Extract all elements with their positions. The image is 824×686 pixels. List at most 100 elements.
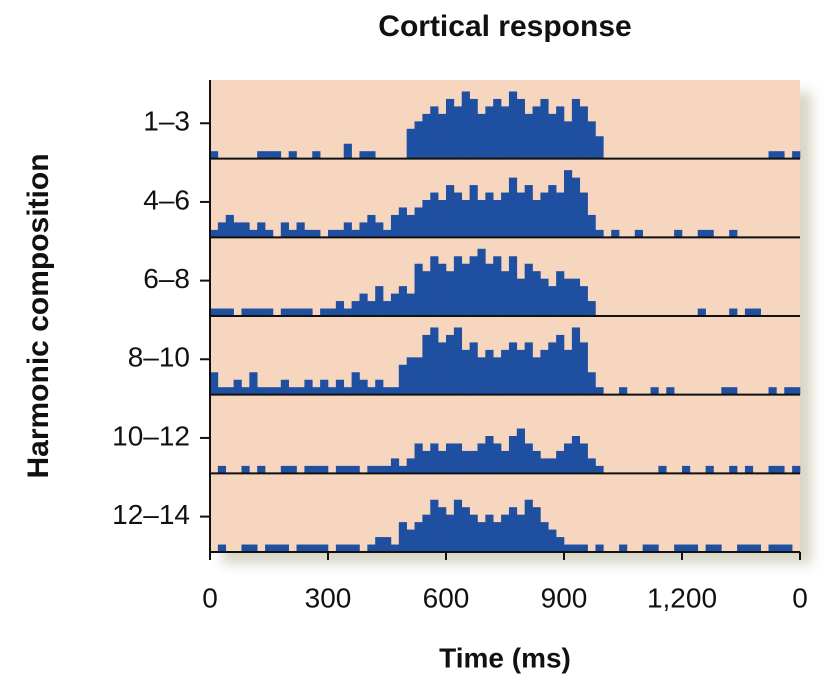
histogram-bar	[272, 544, 282, 552]
histogram-bar	[265, 229, 274, 238]
histogram-bar	[540, 522, 549, 552]
histogram-bar	[406, 293, 415, 316]
histogram-bar	[446, 334, 455, 395]
histogram-bar	[343, 308, 352, 316]
histogram-bar	[532, 450, 541, 474]
histogram-bar	[540, 349, 549, 395]
histogram-bar	[579, 286, 588, 316]
histogram-bar	[383, 229, 392, 238]
histogram-bar	[682, 465, 691, 474]
histogram-bar	[304, 544, 313, 552]
histogram-bar	[508, 507, 518, 552]
histogram-bar	[406, 529, 415, 552]
histogram-bar	[682, 544, 691, 552]
histogram-bar	[571, 98, 581, 159]
histogram-bar	[501, 192, 510, 238]
histogram-bar	[351, 544, 360, 552]
histogram-bar	[359, 293, 368, 316]
histogram-bar	[422, 334, 431, 395]
histogram-bar	[217, 544, 227, 552]
histogram-bar	[516, 349, 525, 395]
histogram-bar	[587, 458, 596, 474]
histogram-bar	[548, 529, 557, 552]
histogram-bar	[225, 308, 234, 316]
histogram-bar	[375, 222, 384, 238]
histogram-bar	[446, 443, 455, 474]
histogram-bar	[477, 522, 486, 552]
histogram-bar	[792, 465, 801, 474]
histogram-bar	[288, 465, 297, 474]
histogram-bar	[320, 544, 329, 552]
histogram-bar	[359, 151, 368, 159]
histogram-bar	[422, 514, 431, 552]
histogram-bar	[587, 372, 596, 395]
histogram-bar	[280, 379, 289, 395]
histogram-bar	[304, 229, 313, 238]
histogram-bar	[390, 544, 400, 552]
histogram-bar	[406, 128, 415, 159]
histogram-bar	[485, 349, 494, 395]
histogram-bar	[210, 372, 219, 395]
histogram-bar	[453, 443, 463, 474]
histogram-bar	[579, 192, 588, 238]
histogram-bar	[540, 98, 549, 159]
histogram-bar	[367, 387, 376, 395]
histogram-bar	[493, 357, 502, 395]
histogram-bar	[532, 357, 541, 395]
histogram-bar	[461, 507, 470, 552]
histogram-bar	[359, 379, 368, 395]
histogram-bar	[713, 544, 722, 552]
histogram-bar	[548, 342, 557, 395]
histogram-bar	[225, 214, 234, 238]
histogram-bar	[768, 465, 777, 474]
histogram-bar	[233, 222, 242, 238]
x-tick-label: 1,200	[647, 582, 717, 613]
histogram-bar	[335, 544, 345, 552]
histogram-bar	[272, 151, 282, 159]
histogram-bar	[343, 465, 352, 474]
histogram-bar	[548, 286, 557, 316]
histogram-bar	[508, 91, 518, 159]
histogram-bar	[398, 207, 407, 238]
histogram-bar	[422, 200, 431, 238]
histogram-bar	[744, 544, 754, 552]
histogram-bar	[469, 256, 478, 316]
histogram-bar	[249, 372, 258, 395]
histogram-bar	[540, 278, 549, 316]
histogram-bar	[406, 214, 415, 238]
histogram-bar	[446, 98, 455, 159]
histogram-bar	[619, 544, 628, 552]
histogram-bar	[288, 151, 297, 159]
histogram-bar	[249, 308, 258, 316]
histogram-bar	[752, 308, 761, 316]
histogram-bar	[697, 308, 706, 316]
histogram-bar	[508, 436, 518, 474]
histogram-bar	[744, 308, 754, 316]
histogram-bar	[257, 465, 266, 474]
histogram-bar	[241, 465, 250, 474]
histogram-bar	[398, 465, 407, 474]
histogram-bar	[367, 301, 376, 316]
histogram-bar	[508, 177, 518, 238]
histogram-bar	[398, 522, 407, 552]
histogram-bar	[564, 349, 573, 395]
histogram-bar	[532, 200, 541, 238]
histogram-bar	[367, 214, 376, 238]
panel-label: 4–6	[143, 184, 190, 215]
histogram-bar	[768, 387, 777, 395]
histogram-bar	[556, 334, 565, 395]
histogram-bar	[446, 185, 455, 238]
histogram-bar	[501, 271, 510, 316]
histogram-bar	[737, 544, 746, 552]
histogram-bar	[579, 106, 588, 159]
histogram-bar	[556, 537, 565, 552]
histogram-bar	[477, 248, 486, 316]
histogram-bar	[776, 544, 785, 552]
histogram-bar	[328, 387, 337, 395]
histogram-bar	[272, 387, 282, 395]
histogram-bar	[532, 106, 541, 159]
histogram-bar	[666, 387, 675, 395]
histogram-bar	[485, 436, 494, 474]
histogram-bar	[351, 301, 360, 316]
histogram-bar	[595, 136, 604, 159]
